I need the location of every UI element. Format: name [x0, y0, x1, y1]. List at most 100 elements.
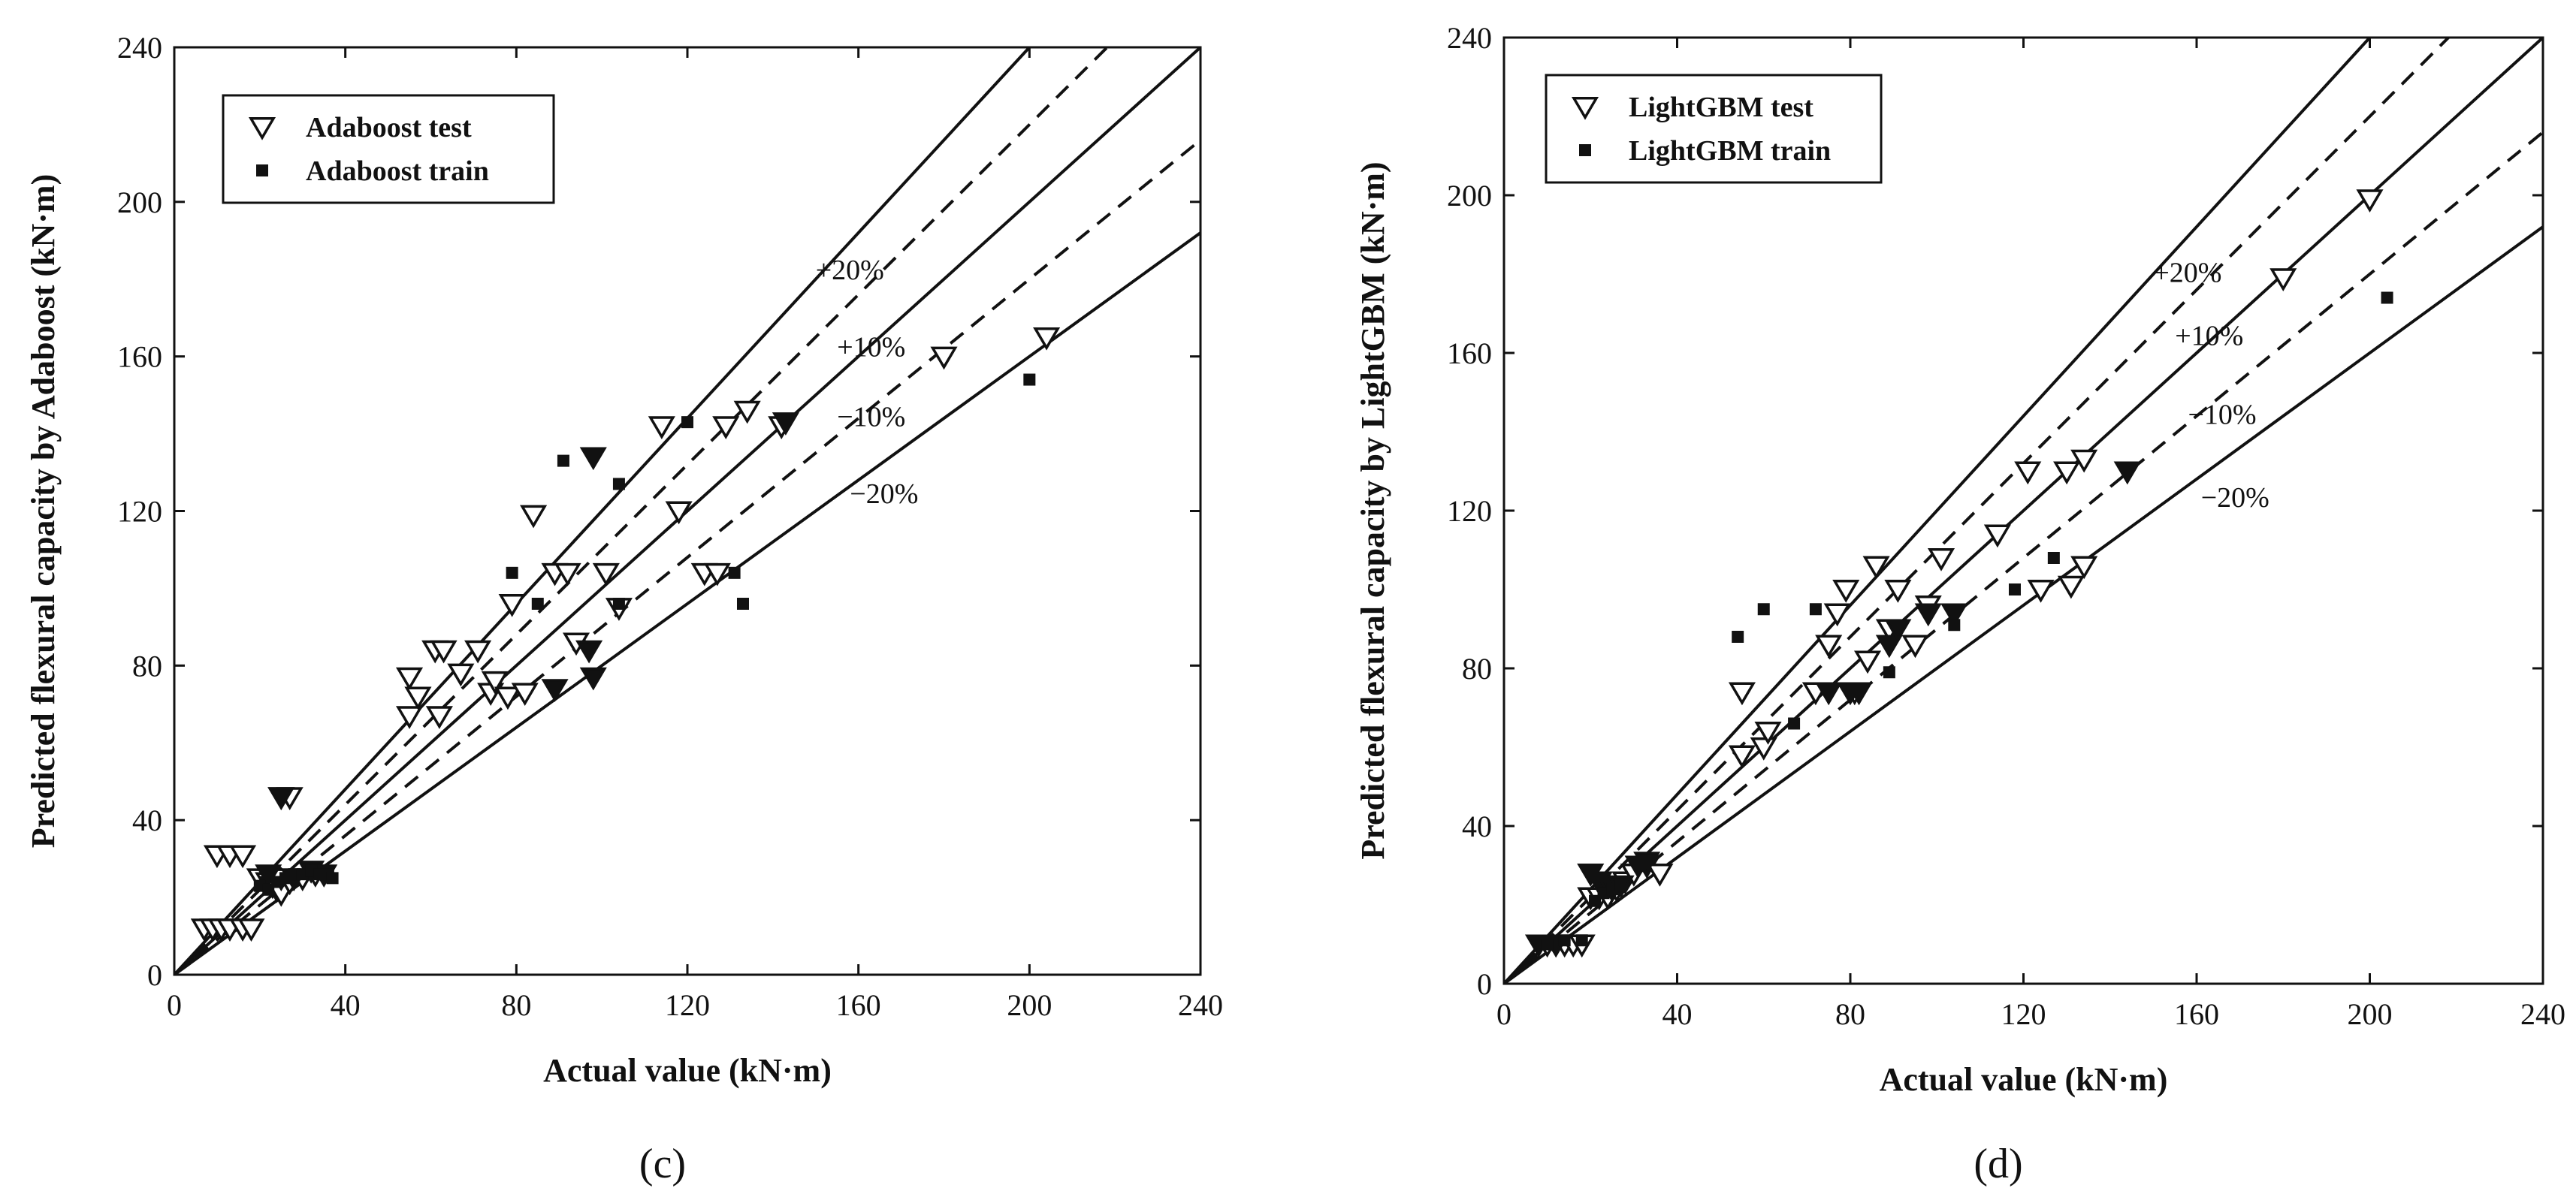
data-point-test	[1884, 619, 1912, 643]
data-point-test	[237, 918, 265, 942]
data-point-train	[1809, 603, 1822, 616]
data-point-train	[1575, 934, 1588, 947]
data-point-test	[2053, 461, 2081, 485]
data-point-test	[255, 864, 282, 888]
data-point-test	[1823, 603, 1851, 627]
data-point-test	[1862, 556, 1890, 580]
reference-line-label: +10%	[2175, 321, 2243, 352]
data-point-train	[1757, 603, 1770, 616]
data-point-test	[447, 663, 475, 687]
data-point-test	[2356, 189, 2384, 213]
data-point-test	[430, 640, 458, 664]
reference-line-label: +20%	[816, 255, 884, 286]
data-point-test	[575, 640, 603, 664]
legend-marker-test	[1571, 97, 1599, 120]
x-tick-label: 160	[2174, 997, 2219, 1031]
data-point-test	[2070, 449, 2098, 473]
data-point-test	[1983, 524, 2011, 548]
legend-label-test: LightGBM test	[1629, 92, 1813, 123]
data-point-train	[326, 872, 339, 885]
data-point-test	[1815, 635, 1843, 659]
y-tick-label: 40	[132, 804, 162, 837]
data-point-test	[1815, 682, 1843, 706]
data-point-test	[481, 671, 509, 695]
data-point-train	[1732, 631, 1744, 643]
data-point-test	[395, 706, 424, 729]
data-point-test	[1901, 635, 1929, 659]
reference-line-label: −20%	[850, 478, 918, 510]
y-tick-label: 240	[117, 31, 162, 65]
data-point-test	[665, 501, 693, 525]
legend-label-train: LightGBM train	[1629, 135, 1831, 167]
data-point-test	[2014, 461, 2042, 485]
data-point-test	[1845, 682, 1873, 706]
reference-line-minus20pct	[174, 231, 1200, 975]
data-point-test	[1832, 580, 1860, 603]
x-tick-label: 0	[1496, 997, 1511, 1031]
data-point-test	[2057, 575, 2085, 599]
data-point-test	[425, 706, 453, 729]
data-point-test	[2070, 556, 2098, 580]
reference-line-minus20pct	[1504, 225, 2543, 984]
panel-d: +20% +10% −10% −20% 0 40 80 120 160 200 240 0 40 80 12…	[1354, 21, 2565, 1187]
data-point-train	[736, 598, 749, 610]
data-point-test	[703, 562, 731, 586]
legend-label-train: Adaboost train	[306, 155, 489, 187]
reference-line-minus10pct	[1504, 131, 2543, 984]
data-point-test	[2027, 580, 2055, 603]
data-point-train	[1023, 373, 1036, 386]
legend-label-test: Adaboost test	[306, 112, 472, 143]
legend-box	[222, 94, 555, 204]
data-point-test	[1927, 548, 1955, 571]
y-axis-label: Predicted flexural capacity by Adaboost …	[25, 174, 62, 848]
x-axis-label: Actual value (kN·m)	[1880, 1061, 2168, 1098]
data-point-train	[2381, 291, 2393, 304]
data-point-test	[2269, 268, 2297, 291]
data-point-train	[728, 566, 741, 579]
data-point-test	[404, 686, 432, 710]
data-point-train	[612, 478, 625, 490]
data-point-train	[1948, 619, 1961, 632]
data-point-test	[1646, 864, 1674, 887]
y-tick-label: 0	[1477, 967, 1492, 1001]
reference-lines	[174, 47, 1200, 975]
y-tick-label: 160	[117, 340, 162, 374]
data-point-train	[612, 598, 625, 610]
data-point-test	[1875, 635, 1903, 659]
panel-label: (c)	[639, 1141, 686, 1187]
data-point-test	[464, 640, 492, 664]
y-tick-label: 240	[1447, 21, 1492, 55]
data-point-train	[1788, 717, 1801, 730]
x-tick-label: 40	[1662, 997, 1693, 1031]
data-point-test	[592, 562, 620, 586]
data-point-train	[1541, 938, 1554, 951]
data-point-test	[579, 667, 607, 691]
data-point-test	[1940, 603, 1968, 627]
y-tick-label: 80	[132, 649, 162, 683]
x-tick-label: 80	[1835, 997, 1865, 1031]
legend-marker-train	[1579, 144, 1591, 156]
data-point-test	[541, 679, 569, 702]
reference-lines	[1504, 38, 2543, 984]
data-point-train	[2008, 583, 2021, 595]
y-tick-label: 0	[147, 958, 162, 992]
x-tick-label: 240	[1178, 988, 1223, 1022]
x-tick-label: 120	[2001, 997, 2046, 1031]
data-point-test	[930, 346, 958, 370]
reference-line-label: +20%	[2153, 258, 2221, 289]
legend-marker-test	[248, 117, 276, 140]
y-tick-label: 120	[117, 495, 162, 529]
data-point-test	[733, 400, 761, 424]
data-point-train	[1883, 666, 1895, 679]
reference-line-plus10pct	[1504, 38, 2450, 984]
data-point-test	[494, 686, 522, 710]
x-tick-label: 200	[2348, 997, 2393, 1031]
data-point-train	[681, 416, 693, 429]
data-point-test	[579, 447, 607, 471]
x-tick-label: 240	[2520, 997, 2565, 1031]
x-tick-label: 120	[665, 988, 710, 1022]
data-point-test	[1750, 737, 1777, 761]
y-tick-label: 120	[1447, 494, 1492, 528]
panel-c: +20% +10% −10% −20% 0 40 80 120 160 200 240 0 40 80 12…	[25, 31, 1223, 1187]
